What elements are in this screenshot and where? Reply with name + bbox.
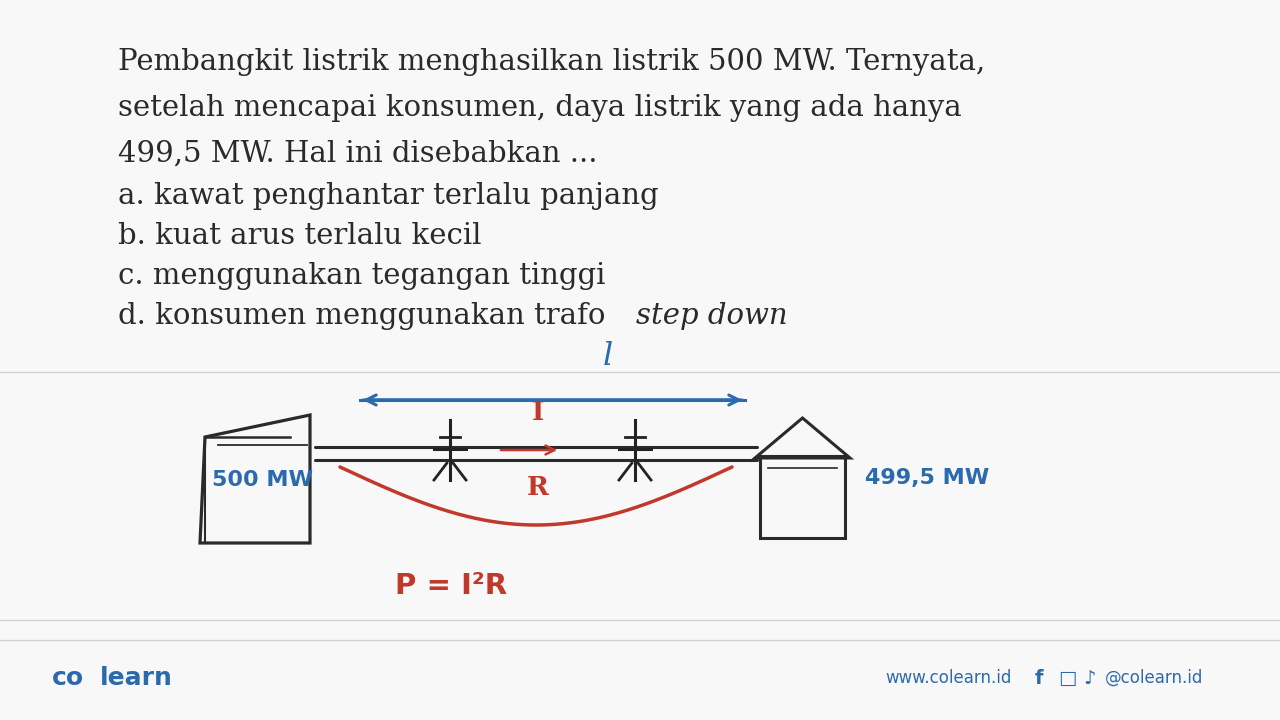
Text: R: R [526, 475, 548, 500]
Text: Pembangkit listrik menghasilkan listrik 500 MW. Ternyata,: Pembangkit listrik menghasilkan listrik … [118, 48, 986, 76]
Text: 499,5 MW: 499,5 MW [865, 468, 989, 488]
Text: @colearn.id: @colearn.id [1105, 669, 1203, 687]
Text: www.colearn.id: www.colearn.id [884, 669, 1011, 687]
Text: P = I²R: P = I²R [396, 572, 507, 600]
Text: □: □ [1059, 668, 1076, 688]
Text: f: f [1036, 668, 1043, 688]
Text: step down: step down [636, 302, 787, 330]
Text: ♪: ♪ [1083, 668, 1096, 688]
Text: b. kuat arus terlalu kecil: b. kuat arus terlalu kecil [118, 222, 481, 250]
Text: d. konsumen menggunakan trafo: d. konsumen menggunakan trafo [118, 302, 614, 330]
Text: 500 MW: 500 MW [212, 470, 314, 490]
Text: learn: learn [100, 666, 173, 690]
Text: co: co [52, 666, 84, 690]
Text: setelah mencapai konsumen, daya listrik yang ada hanya: setelah mencapai konsumen, daya listrik … [118, 94, 961, 122]
Text: c. menggunakan tegangan tinggi: c. menggunakan tegangan tinggi [118, 262, 605, 290]
Text: 499,5 MW. Hal ini disebabkan ...: 499,5 MW. Hal ini disebabkan ... [118, 140, 598, 168]
Text: l: l [603, 341, 613, 372]
Text: I: I [531, 400, 544, 425]
Text: a. kawat penghantar terlalu panjang: a. kawat penghantar terlalu panjang [118, 182, 659, 210]
